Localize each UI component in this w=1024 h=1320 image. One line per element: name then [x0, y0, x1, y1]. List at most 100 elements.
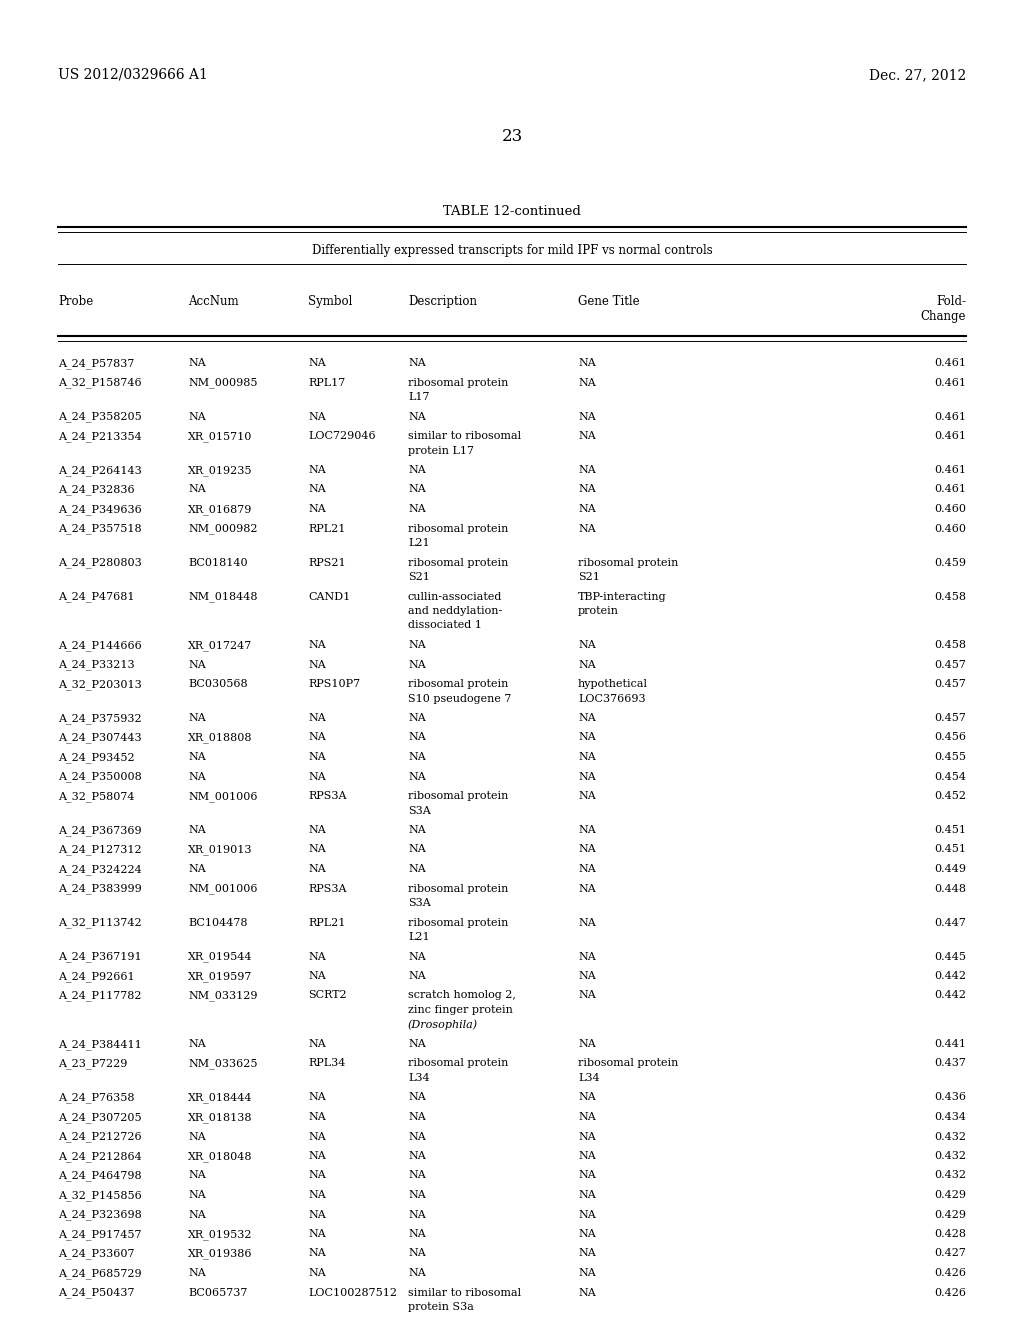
Text: NA: NA — [188, 1269, 206, 1278]
Text: protein: protein — [578, 606, 618, 616]
Text: RPL17: RPL17 — [308, 378, 345, 388]
Text: dissociated 1: dissociated 1 — [408, 620, 482, 631]
Text: ribosomal protein: ribosomal protein — [408, 378, 508, 388]
Text: NA: NA — [578, 1287, 596, 1298]
Text: NA: NA — [308, 1131, 326, 1142]
Text: NA: NA — [578, 1191, 596, 1200]
Text: NA: NA — [188, 752, 206, 762]
Text: A_24_P349636: A_24_P349636 — [58, 504, 141, 515]
Text: A_24_P117782: A_24_P117782 — [58, 990, 141, 1001]
Text: A_24_P212864: A_24_P212864 — [58, 1151, 141, 1162]
Text: NA: NA — [408, 733, 426, 742]
Text: A_24_P350008: A_24_P350008 — [58, 771, 141, 783]
Text: NA: NA — [188, 771, 206, 781]
Text: RPS3A: RPS3A — [308, 791, 346, 801]
Text: NM_000982: NM_000982 — [188, 524, 257, 535]
Text: NA: NA — [408, 1269, 426, 1278]
Text: NA: NA — [408, 640, 426, 649]
Text: NA: NA — [578, 752, 596, 762]
Text: XR_019532: XR_019532 — [188, 1229, 253, 1239]
Text: NA: NA — [408, 484, 426, 495]
Text: NA: NA — [578, 465, 596, 475]
Text: NA: NA — [578, 733, 596, 742]
Text: NA: NA — [308, 771, 326, 781]
Text: NA: NA — [308, 752, 326, 762]
Text: L21: L21 — [408, 539, 430, 548]
Text: XR_018048: XR_018048 — [188, 1151, 253, 1162]
Text: 0.454: 0.454 — [934, 771, 966, 781]
Text: A_24_P307443: A_24_P307443 — [58, 733, 141, 743]
Text: NA: NA — [408, 825, 426, 836]
Text: NA: NA — [308, 952, 326, 961]
Text: NA: NA — [188, 825, 206, 836]
Text: XR_018444: XR_018444 — [188, 1093, 253, 1104]
Text: NA: NA — [308, 412, 326, 421]
Text: BC104478: BC104478 — [188, 917, 248, 928]
Text: NA: NA — [308, 465, 326, 475]
Text: NA: NA — [188, 358, 206, 368]
Text: NA: NA — [308, 1171, 326, 1180]
Text: A_23_P7229: A_23_P7229 — [58, 1059, 127, 1069]
Text: 0.447: 0.447 — [934, 917, 966, 928]
Text: RPS3A: RPS3A — [308, 883, 346, 894]
Text: NA: NA — [578, 1039, 596, 1049]
Text: S10 pseudogene 7: S10 pseudogene 7 — [408, 693, 511, 704]
Text: 0.437: 0.437 — [934, 1059, 966, 1068]
Text: NA: NA — [188, 484, 206, 495]
Text: zinc finger protein: zinc finger protein — [408, 1005, 513, 1015]
Text: ribosomal protein: ribosomal protein — [408, 557, 508, 568]
Text: A_24_P33213: A_24_P33213 — [58, 660, 134, 671]
Text: XR_019597: XR_019597 — [188, 972, 252, 982]
Text: Change: Change — [921, 310, 966, 323]
Text: A_24_P92661: A_24_P92661 — [58, 972, 134, 982]
Text: 0.441: 0.441 — [934, 1039, 966, 1049]
Text: TBP-interacting: TBP-interacting — [578, 591, 667, 602]
Text: NA: NA — [578, 865, 596, 874]
Text: 0.442: 0.442 — [934, 972, 966, 981]
Text: A_24_P93452: A_24_P93452 — [58, 752, 134, 763]
Text: NA: NA — [578, 845, 596, 854]
Text: NA: NA — [408, 1151, 426, 1162]
Text: A_24_P50437: A_24_P50437 — [58, 1287, 134, 1298]
Text: NA: NA — [308, 358, 326, 368]
Text: NA: NA — [188, 865, 206, 874]
Text: 0.432: 0.432 — [934, 1151, 966, 1162]
Text: ribosomal protein: ribosomal protein — [408, 524, 508, 533]
Text: 0.461: 0.461 — [934, 412, 966, 421]
Text: RPL21: RPL21 — [308, 917, 345, 928]
Text: A_32_P145856: A_32_P145856 — [58, 1191, 141, 1201]
Text: NM_001006: NM_001006 — [188, 791, 257, 801]
Text: cullin-associated: cullin-associated — [408, 591, 503, 602]
Text: A_32_P113742: A_32_P113742 — [58, 917, 141, 928]
Text: 0.461: 0.461 — [934, 432, 966, 441]
Text: similar to ribosomal: similar to ribosomal — [408, 1287, 521, 1298]
Text: S21: S21 — [578, 572, 600, 582]
Text: NA: NA — [578, 825, 596, 836]
Text: XR_019013: XR_019013 — [188, 845, 253, 855]
Text: A_24_P213354: A_24_P213354 — [58, 432, 141, 442]
Text: NA: NA — [578, 883, 596, 894]
Text: 0.448: 0.448 — [934, 883, 966, 894]
Text: protein L17: protein L17 — [408, 446, 474, 455]
Text: 0.429: 0.429 — [934, 1209, 966, 1220]
Text: L34: L34 — [578, 1073, 600, 1082]
Text: 0.432: 0.432 — [934, 1131, 966, 1142]
Text: NA: NA — [408, 752, 426, 762]
Text: Dec. 27, 2012: Dec. 27, 2012 — [868, 69, 966, 82]
Text: 0.458: 0.458 — [934, 591, 966, 602]
Text: NA: NA — [408, 1131, 426, 1142]
Text: NM_033625: NM_033625 — [188, 1059, 257, 1069]
Text: NA: NA — [578, 358, 596, 368]
Text: A_24_P323698: A_24_P323698 — [58, 1209, 141, 1220]
Text: BC065737: BC065737 — [188, 1287, 248, 1298]
Text: A_24_P33607: A_24_P33607 — [58, 1249, 134, 1259]
Text: NA: NA — [408, 865, 426, 874]
Text: NA: NA — [308, 504, 326, 513]
Text: NA: NA — [408, 1249, 426, 1258]
Text: NA: NA — [308, 660, 326, 669]
Text: Symbol: Symbol — [308, 294, 352, 308]
Text: NA: NA — [188, 1039, 206, 1049]
Text: NA: NA — [408, 504, 426, 513]
Text: A_24_P144666: A_24_P144666 — [58, 640, 141, 651]
Text: NA: NA — [308, 1229, 326, 1239]
